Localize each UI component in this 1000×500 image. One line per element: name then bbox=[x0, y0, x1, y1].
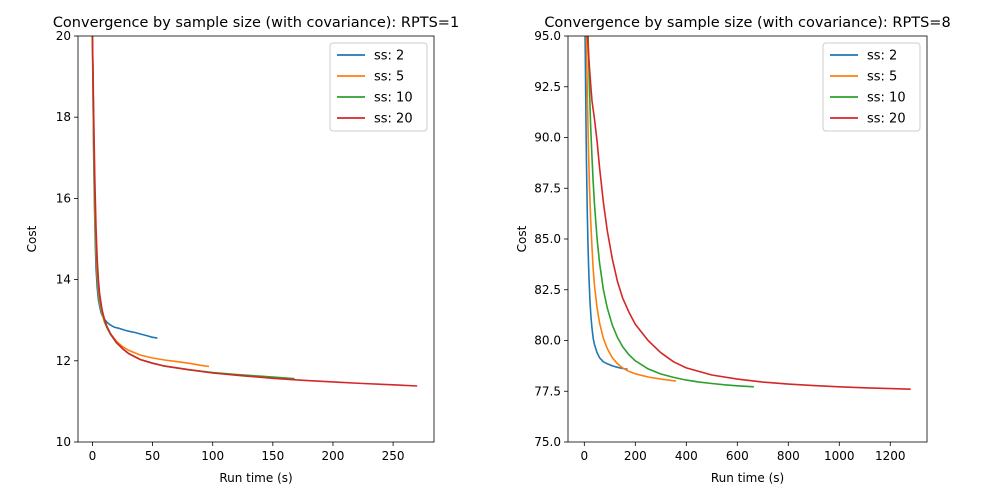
legend-label-2: ss: 5 bbox=[374, 70, 404, 85]
y-axis-label: Cost bbox=[515, 225, 529, 252]
x-tick-label: 0 bbox=[89, 449, 97, 463]
x-tick-label: 1000 bbox=[824, 449, 855, 463]
y-tick-label: 16 bbox=[56, 191, 71, 205]
chart-panel-1: 0 50 100 150 200 250 10 12 14 16 18 20 Run time (s) C… bbox=[25, 15, 459, 485]
legend-box bbox=[822, 42, 921, 132]
series-line-2 bbox=[585, 36, 677, 382]
x-tick-label: 100 bbox=[201, 449, 224, 463]
x-tick-label: 0 bbox=[580, 449, 588, 463]
axes-frame bbox=[77, 35, 435, 443]
x-tick-label: 50 bbox=[145, 449, 160, 463]
y-tick-label: 77.5 bbox=[534, 384, 561, 398]
x-tick-label: 1200 bbox=[875, 449, 906, 463]
y-tick-label: 82.5 bbox=[534, 283, 561, 297]
y-tick-label: 95.0 bbox=[534, 29, 561, 43]
x-axis-label: Run time (s) bbox=[219, 471, 292, 485]
series-line-4 bbox=[91, 36, 418, 387]
series-line-1 bbox=[584, 36, 628, 371]
x-tick-label: 200 bbox=[322, 449, 345, 463]
x-tick-label: 400 bbox=[675, 449, 698, 463]
y-tick-label: 18 bbox=[56, 110, 71, 124]
series-line-3 bbox=[587, 36, 754, 388]
series-lines bbox=[91, 36, 418, 387]
y-tick-label: 92.5 bbox=[534, 80, 561, 94]
chart-title: Convergence by sample size (with covaria… bbox=[544, 15, 950, 31]
legend-label-3: ss: 10 bbox=[374, 91, 413, 106]
y-tick-label: 75.0 bbox=[534, 435, 561, 449]
y-axis-label: Cost bbox=[25, 225, 39, 252]
x-tick-label: 250 bbox=[382, 449, 405, 463]
legend: ss: 2 ss: 5 ss: 10 ss: 20 bbox=[329, 42, 428, 132]
legend: ss: 2 ss: 5 ss: 10 ss: 20 bbox=[822, 42, 921, 132]
legend-label-1: ss: 2 bbox=[374, 49, 404, 64]
x-tick-label: 150 bbox=[261, 449, 284, 463]
legend-label-2: ss: 5 bbox=[867, 70, 897, 85]
y-tick-label: 14 bbox=[56, 273, 71, 287]
legend-label-3: ss: 10 bbox=[867, 91, 906, 106]
y-tick-label: 90.0 bbox=[534, 131, 561, 145]
y-tick-label: 20 bbox=[56, 29, 71, 43]
x-axis-label: Run time (s) bbox=[711, 471, 784, 485]
x-tick-label: 800 bbox=[777, 449, 800, 463]
series-lines bbox=[584, 36, 911, 390]
y-tick-label: 85.0 bbox=[534, 232, 561, 246]
y-tick-label: 80.0 bbox=[534, 334, 561, 348]
y-tick-label: 12 bbox=[56, 354, 71, 368]
series-line-4 bbox=[586, 36, 911, 390]
x-tick-label: 200 bbox=[624, 449, 647, 463]
y-tick-label: 87.5 bbox=[534, 181, 561, 195]
y-tick-label: 10 bbox=[56, 435, 71, 449]
legend-label-1: ss: 2 bbox=[867, 49, 897, 64]
legend-box bbox=[329, 42, 428, 132]
x-tick-label: 600 bbox=[726, 449, 749, 463]
chart-panel-2: 0 200 400 600 800 1000 1200 75.0 77.5 80.0 82.5 85.… bbox=[515, 15, 951, 485]
chart-title: Convergence by sample size (with covaria… bbox=[53, 15, 459, 31]
legend-label-4: ss: 20 bbox=[867, 112, 906, 127]
legend-label-4: ss: 20 bbox=[374, 112, 413, 127]
